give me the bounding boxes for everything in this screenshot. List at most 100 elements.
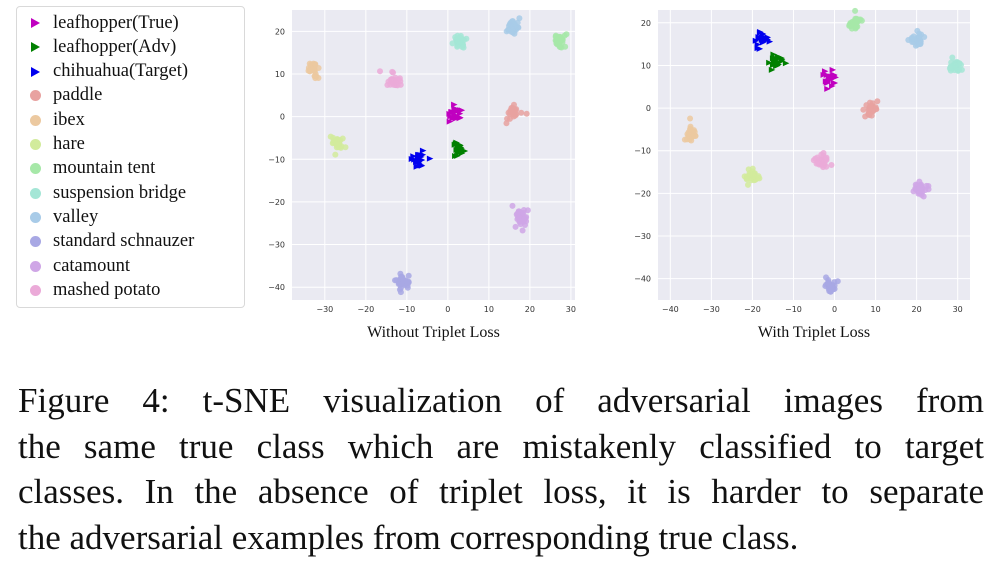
data-point: [523, 110, 530, 117]
data-point: [454, 147, 462, 154]
x-axis-label: Without Triplet Loss: [367, 324, 500, 341]
legend-item: leafhopper(Adv): [17, 36, 176, 58]
data-point: [397, 289, 404, 296]
x-tick-label: 0: [832, 305, 837, 314]
triangle-marker-icon: [17, 17, 53, 29]
data-point: [691, 128, 698, 135]
legend: leafhopper(True) leafhopper(Adv) chihuahua…: [16, 6, 245, 308]
data-point: [456, 107, 464, 114]
data-point: [508, 28, 515, 35]
data-point: [782, 60, 790, 67]
data-point: [342, 144, 349, 151]
data-point: [327, 133, 334, 140]
data-point: [754, 45, 762, 52]
data-point: [868, 112, 875, 119]
y-tick-label: 10: [275, 70, 285, 79]
x-tick-label: 0: [445, 305, 450, 314]
data-point: [392, 277, 399, 284]
data-point: [305, 67, 312, 74]
data-point: [774, 61, 781, 68]
data-point: [311, 73, 318, 80]
data-point: [521, 216, 528, 223]
data-point: [909, 39, 916, 46]
data-point: [416, 152, 424, 159]
data-point: [770, 51, 777, 58]
data-point: [759, 39, 767, 46]
plot-area: [292, 10, 575, 300]
legend-label: ibex: [53, 109, 85, 130]
data-point: [556, 39, 563, 46]
data-point: [449, 40, 456, 47]
data-point: [384, 82, 391, 89]
data-point: [949, 54, 956, 61]
data-point: [563, 31, 570, 38]
y-tick-label: 0: [280, 113, 285, 122]
data-point: [829, 82, 836, 89]
x-tick-label: −10: [398, 305, 415, 314]
data-point: [415, 158, 423, 165]
data-point: [556, 43, 563, 50]
data-point: [519, 227, 526, 234]
cluster-leafhopper-adv: [451, 139, 469, 160]
legend-item: paddle: [17, 85, 102, 107]
data-point: [823, 154, 830, 161]
cluster-suspension-bridge: [946, 54, 965, 74]
data-point: [821, 68, 829, 75]
figure-caption: Figure 4: t-SNE visualization of adversa…: [18, 378, 984, 560]
triangle-marker-icon: [17, 66, 53, 78]
y-tick-label: −10: [268, 155, 285, 164]
x-tick-label: −30: [703, 305, 720, 314]
cluster-mashed-potato: [377, 68, 404, 89]
x-axis-label: With Triplet Loss: [758, 324, 870, 341]
data-point: [952, 62, 959, 69]
data-point: [823, 274, 830, 281]
data-point: [312, 61, 319, 68]
data-point: [755, 34, 762, 41]
cluster-valley: [905, 27, 928, 49]
data-point: [685, 133, 692, 140]
x-tick-label: −20: [744, 305, 761, 314]
data-point: [750, 173, 757, 180]
data-point: [509, 202, 516, 209]
data-point: [852, 7, 859, 14]
caption-line: the adversarial examples from correspond…: [18, 517, 799, 557]
legend-label: mashed potato: [53, 279, 161, 300]
data-point: [873, 106, 880, 113]
cluster-hare: [741, 165, 763, 188]
y-tick-label: 20: [275, 27, 285, 36]
cluster-suspension-bridge: [449, 32, 470, 51]
data-point: [824, 85, 831, 92]
cluster-mountain-tent: [552, 31, 570, 51]
data-point: [419, 147, 427, 154]
data-point: [816, 161, 823, 168]
triangle-marker-icon: [17, 41, 53, 53]
data-point: [756, 175, 763, 182]
legend-item: ibex: [17, 109, 85, 131]
x-tick-label: 30: [953, 305, 963, 314]
data-point: [850, 20, 857, 27]
data-point: [515, 214, 522, 221]
data-point: [512, 223, 519, 230]
data-point: [331, 137, 338, 144]
data-point: [413, 163, 421, 170]
data-point: [920, 193, 927, 200]
legend-label: leafhopper(Adv): [53, 36, 177, 57]
x-tick-label: −10: [785, 305, 802, 314]
data-point: [743, 176, 750, 183]
data-point: [770, 61, 778, 68]
data-point: [520, 209, 527, 216]
data-point: [912, 181, 919, 188]
cluster-ibex: [681, 115, 699, 144]
data-point: [752, 37, 760, 44]
cluster-paddle: [860, 98, 881, 120]
caption-line: the same true class which are mistakenly…: [18, 426, 984, 466]
data-point: [768, 66, 776, 73]
legend-item: catamount: [17, 255, 130, 277]
data-point: [518, 109, 525, 116]
data-point: [831, 79, 839, 86]
data-point: [749, 168, 756, 175]
data-point: [829, 66, 837, 73]
data-point: [775, 55, 782, 62]
data-point: [454, 143, 462, 150]
data-point: [398, 281, 405, 288]
